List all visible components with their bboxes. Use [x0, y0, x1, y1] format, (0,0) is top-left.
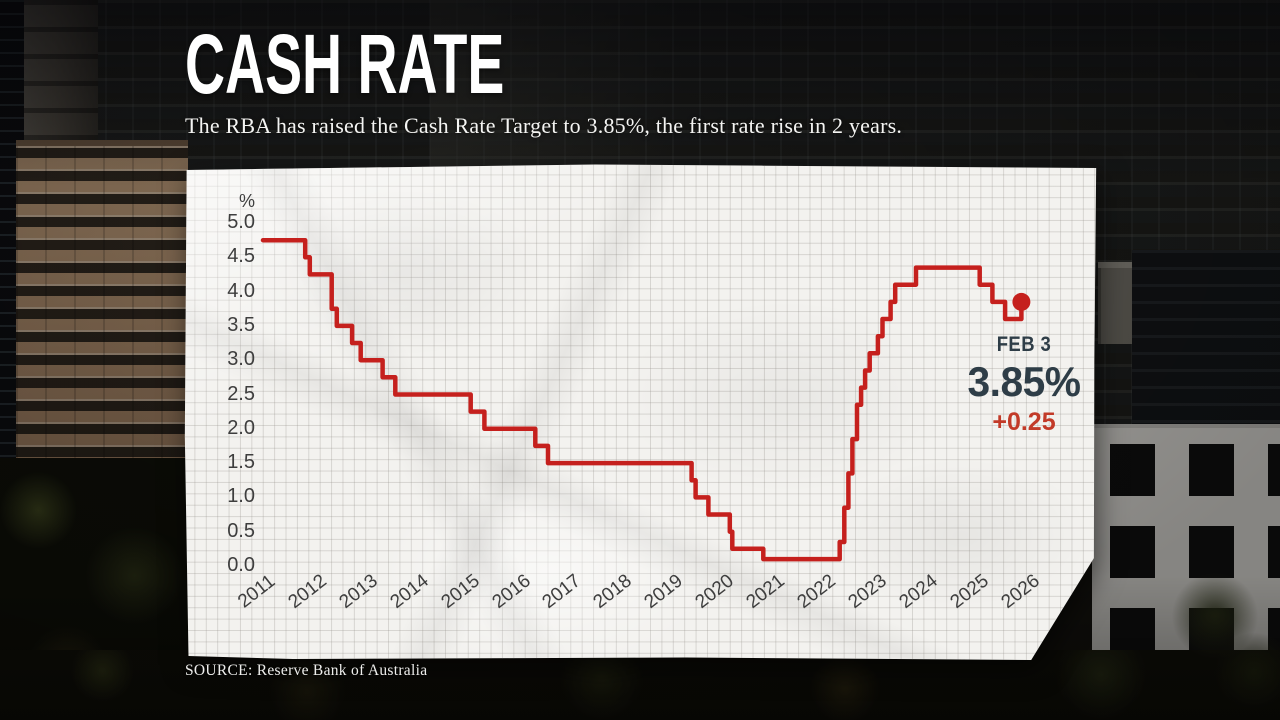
header: CASH RATE The RBA has raised the Cash Ra… — [185, 22, 902, 139]
annotation-value: 3.85% — [967, 358, 1081, 405]
latest-value-annotation: FEB 3 3.85% +0.25 — [945, 333, 1096, 437]
y-tick-label: 0.0 — [227, 554, 255, 576]
annotation-date: FEB 3 — [996, 333, 1052, 356]
crumpled-graph-paper: % 5.0 4.5 4.0 3.5 3.0 2.5 2.0 1.5 1.0 0.5 0.0 2011 2… — [184, 164, 1097, 660]
page-subtitle: The RBA has raised the Cash Rate Target … — [185, 113, 903, 138]
y-tick-label: 3.0 — [227, 348, 255, 371]
chart-panel: % 5.0 4.5 4.0 3.5 3.0 2.5 2.0 1.5 1.0 0.5 0.0 2011 2… — [183, 163, 1098, 660]
y-tick-label: 1.0 — [227, 485, 255, 508]
y-tick-label: 4.5 — [227, 245, 255, 268]
cash-rate-line — [260, 237, 1024, 562]
y-tick-label: 3.5 — [227, 313, 255, 336]
y-tick-label: 2.5 — [227, 382, 255, 405]
y-tick-label: 0.5 — [227, 519, 255, 542]
y-tick-label: 4.0 — [227, 279, 255, 302]
source-credit: SOURCE: Reserve Bank of Australia — [185, 662, 428, 679]
latest-value-dot — [1012, 292, 1031, 311]
y-tick-label: 2.0 — [227, 416, 255, 439]
page-title: CASH RATE — [185, 17, 505, 111]
y-axis-unit-label: % — [238, 191, 255, 211]
y-tick-label: 5.0 — [227, 211, 255, 233]
annotation-change: +0.25 — [992, 408, 1056, 436]
y-tick-label: 1.5 — [227, 451, 255, 474]
